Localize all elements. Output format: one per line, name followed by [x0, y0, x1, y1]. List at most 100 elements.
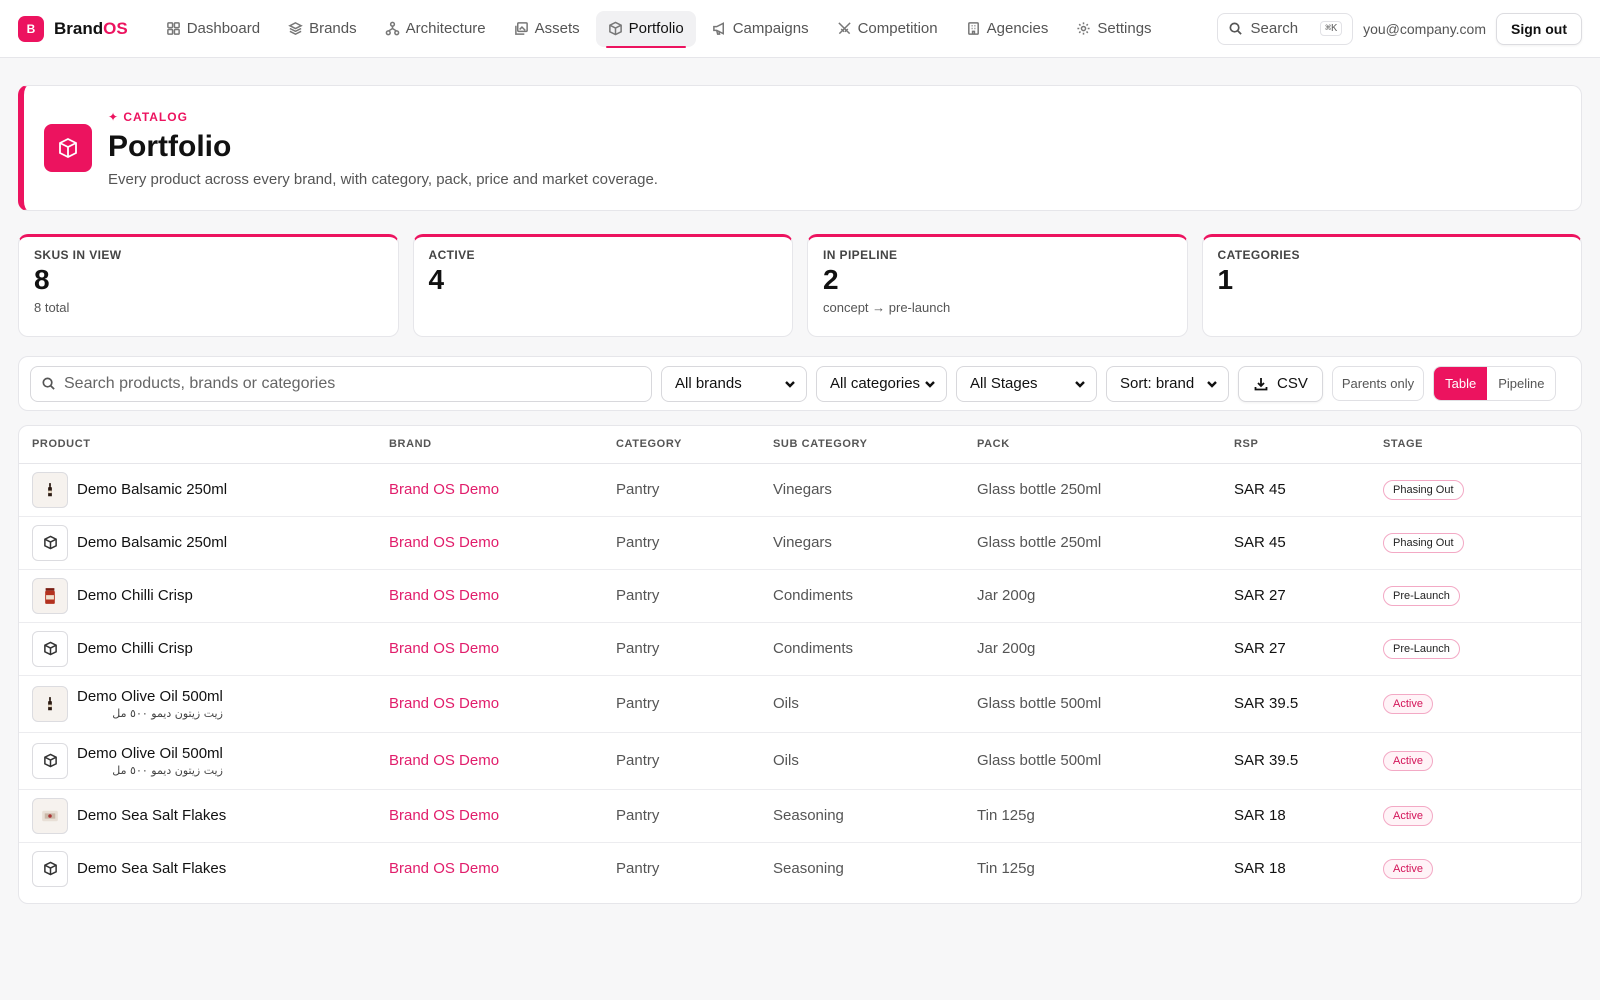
- nav-item-dashboard[interactable]: Dashboard: [154, 11, 272, 47]
- table-header-row: PRODUCT BRAND CATEGORY SUB CATEGORY PACK…: [19, 426, 1581, 464]
- product-name[interactable]: Demo Sea Salt Flakes: [77, 807, 227, 824]
- cell-pack: Glass bottle 500ml: [977, 732, 1234, 790]
- cell-stage: Phasing Out: [1383, 463, 1581, 517]
- chevron-down-icon: [1207, 380, 1217, 388]
- product-thumbnail[interactable]: [32, 524, 68, 561]
- stage-badge: Pre-Launch: [1383, 638, 1460, 659]
- product-cell: Demo Chilli Crisp: [32, 577, 389, 614]
- sign-out-button[interactable]: Sign out: [1496, 12, 1582, 45]
- box-icon: [608, 21, 622, 36]
- product-cell: Demo Sea Salt Flakes: [32, 797, 389, 834]
- view-table-button[interactable]: Table: [1434, 367, 1488, 400]
- table-row[interactable]: Demo Chilli Crisp Brand OS Demo Pantry C…: [19, 569, 1581, 623]
- brand-link[interactable]: Brand OS Demo: [389, 640, 500, 657]
- search-icon: [42, 377, 55, 390]
- product-name[interactable]: Demo Balsamic 250ml: [77, 481, 228, 498]
- column-header-rsp[interactable]: RSP: [1234, 426, 1383, 464]
- csv-export-button[interactable]: CSV: [1238, 365, 1323, 402]
- user-email: you@company.com: [1363, 20, 1486, 37]
- layers-icon: [288, 22, 303, 35]
- cell-product: Demo Balsamic 250ml: [19, 516, 389, 570]
- product-name[interactable]: Demo Chilli Crisp: [77, 640, 193, 657]
- cell-rsp: SAR 45: [1234, 463, 1383, 517]
- product-thumbnail[interactable]: [32, 577, 68, 614]
- product-thumbnail[interactable]: [32, 742, 68, 779]
- column-header-pack[interactable]: PACK: [977, 426, 1234, 464]
- nav-item-brands[interactable]: Brands: [276, 11, 369, 47]
- topbar-right: Search ⌘K you@company.com Sign out: [1216, 12, 1582, 45]
- stat-sub: 8 total: [34, 300, 70, 315]
- cell-category: Pantry: [616, 569, 773, 623]
- brand-link[interactable]: Brand OS Demo: [389, 695, 500, 712]
- parents-only-toggle[interactable]: Parents only: [1331, 366, 1425, 401]
- product-thumbnail[interactable]: [32, 685, 68, 722]
- nav-item-settings[interactable]: Settings: [1064, 11, 1163, 47]
- product-name[interactable]: Demo Chilli Crisp: [77, 587, 193, 604]
- tin-image: [42, 810, 58, 821]
- column-header-product[interactable]: PRODUCT: [19, 426, 389, 464]
- product-cell: Demo Chilli Crisp: [32, 630, 389, 667]
- cell-stage: Pre-Launch: [1383, 622, 1581, 676]
- jar-image: [45, 587, 55, 604]
- brand-select[interactable]: All brands: [661, 365, 807, 402]
- cell-pack: Glass bottle 500ml: [977, 675, 1234, 733]
- stat-cards: SKUS IN VIEW 8 8 total ACTIVE 4 IN PIPEL…: [18, 234, 1582, 337]
- column-header-category[interactable]: CATEGORY: [616, 426, 773, 464]
- nav-item-agencies[interactable]: Agencies: [954, 11, 1061, 47]
- table-row[interactable]: Demo Balsamic 250ml Brand OS Demo Pantry…: [19, 463, 1581, 517]
- table-row[interactable]: Demo Chilli Crisp Brand OS Demo Pantry C…: [19, 622, 1581, 676]
- cell-sub-category: Vinegars: [773, 516, 977, 570]
- cell-product: Demo Sea Salt Flakes: [19, 842, 389, 895]
- product-name[interactable]: Demo Sea Salt Flakes: [77, 860, 227, 878]
- brand-link[interactable]: Brand OS Demo: [389, 534, 500, 551]
- cell-category: Pantry: [616, 463, 773, 517]
- swords-icon: [837, 22, 851, 35]
- table-row[interactable]: Demo Sea Salt Flakes Brand OS Demo Pantr…: [19, 842, 1581, 895]
- global-search-button[interactable]: Search ⌘K: [1216, 12, 1354, 45]
- nav-item-competition[interactable]: Competition: [825, 11, 950, 47]
- nav-item-architecture[interactable]: Architecture: [373, 11, 498, 47]
- search-label: Search: [1250, 20, 1299, 37]
- filter-bar: All brands All categories All Stages Sor…: [18, 356, 1582, 411]
- brand-link[interactable]: Brand OS Demo: [389, 860, 500, 878]
- product-thumbnail[interactable]: [32, 471, 68, 508]
- sort-select-value: Sort: brand: [1120, 375, 1195, 392]
- sort-select[interactable]: Sort: brand: [1106, 365, 1229, 402]
- nav-item-assets[interactable]: Assets: [502, 11, 592, 47]
- app-logo[interactable]: B BrandOS: [18, 15, 128, 42]
- stage-select[interactable]: All Stages: [956, 365, 1097, 402]
- product-name[interactable]: Demo Olive Oil 500ml: [77, 687, 223, 705]
- app-name: BrandOS: [54, 19, 128, 39]
- product-search-input[interactable]: [64, 374, 641, 393]
- cell-product: Demo Balsamic 250ml: [19, 463, 389, 517]
- table-row[interactable]: Demo Sea Salt Flakes Brand OS Demo Pantr…: [19, 789, 1581, 843]
- product-name[interactable]: Demo Olive Oil 500ml: [77, 744, 223, 762]
- column-header-sub-category[interactable]: SUB CATEGORY: [773, 426, 977, 464]
- product-search[interactable]: [30, 365, 652, 402]
- nav-item-campaigns[interactable]: Campaigns: [700, 11, 821, 47]
- product-name[interactable]: Demo Balsamic 250ml: [77, 534, 228, 551]
- chevron-down-icon: [785, 380, 795, 388]
- table-row[interactable]: Demo Olive Oil 500ml زيت زيتون ديمو ٥٠٠ …: [19, 675, 1581, 733]
- box-icon-glyph: [59, 137, 77, 159]
- view-pipeline-button[interactable]: Pipeline: [1498, 376, 1545, 391]
- brand-link[interactable]: Brand OS Demo: [389, 807, 500, 824]
- product-thumbnail[interactable]: [32, 797, 68, 834]
- table-row[interactable]: Demo Olive Oil 500ml زيت زيتون ديمو ٥٠٠ …: [19, 732, 1581, 790]
- cell-rsp: SAR 18: [1234, 860, 1286, 878]
- category-select[interactable]: All categories: [816, 365, 947, 402]
- brand-link[interactable]: Brand OS Demo: [389, 481, 500, 498]
- brand-link[interactable]: Brand OS Demo: [389, 587, 500, 604]
- nav-item-portfolio[interactable]: Portfolio: [595, 10, 696, 48]
- cell-rsp: SAR 27: [1234, 569, 1383, 623]
- product-arabic-name: زيت زيتون ديمو ٥٠٠ مل: [112, 763, 223, 777]
- nav-label: Competition: [857, 20, 938, 37]
- product-thumbnail[interactable]: [32, 850, 68, 887]
- cell-brand: Brand OS Demo: [389, 463, 616, 517]
- product-thumbnail[interactable]: [32, 630, 68, 667]
- chevron-down-icon: [925, 380, 935, 388]
- column-header-brand[interactable]: BRAND: [389, 426, 616, 464]
- table-row[interactable]: Demo Balsamic 250ml Brand OS Demo Pantry…: [19, 516, 1581, 570]
- column-header-stage[interactable]: STAGE: [1383, 426, 1581, 464]
- brand-link[interactable]: Brand OS Demo: [389, 752, 500, 769]
